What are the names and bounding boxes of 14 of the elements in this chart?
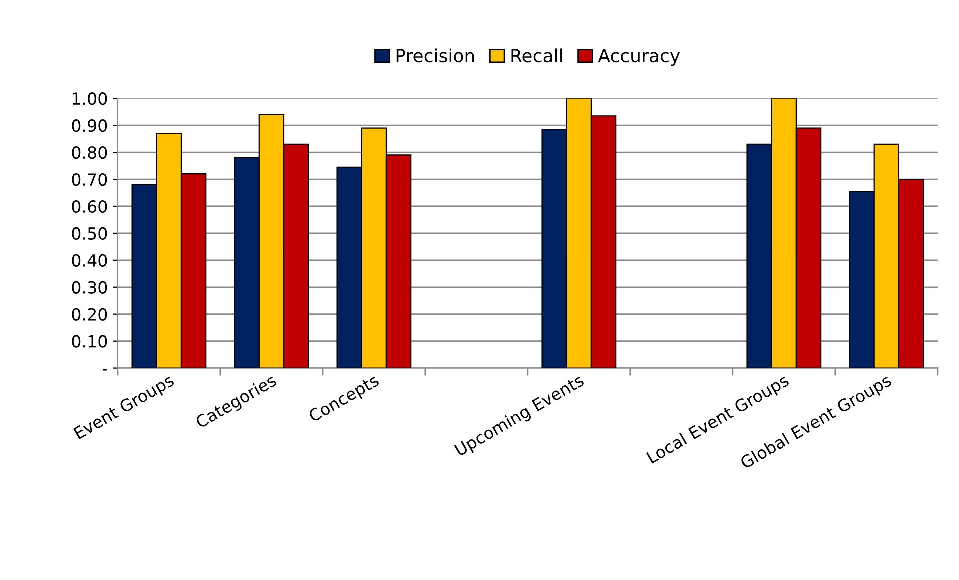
y-tick-label: 0.50 — [72, 227, 108, 240]
y-tick-label: 0.80 — [72, 146, 108, 160]
y-tick-label: 0.90 — [72, 120, 108, 132]
y-tick-label: - — [103, 369, 108, 371]
y-tick-label: 0.70 — [72, 173, 108, 186]
y-tick-label: 0.20 — [72, 308, 108, 321]
y-tick-label: 0.60 — [72, 200, 108, 214]
legend-label: Recall — [512, 48, 562, 63]
y-tick-label: 0.30 — [72, 281, 108, 294]
y-tick-label: 0.40 — [72, 254, 108, 267]
y-tick-label: 0.10 — [72, 335, 108, 348]
y-tick-label: 1.00 — [72, 92, 108, 106]
legend-label: Accuracy — [598, 49, 680, 66]
legend-label: Precision — [396, 48, 474, 63]
